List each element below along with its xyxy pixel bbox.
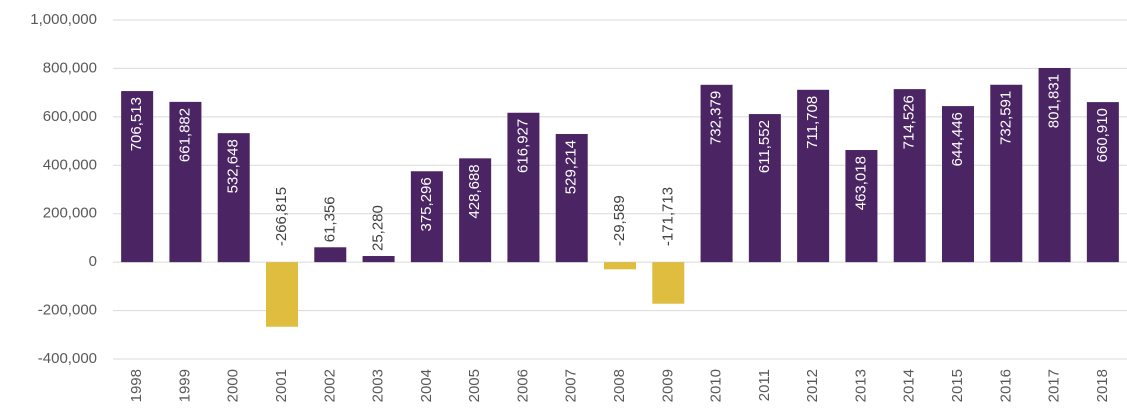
x-tick-label: 2001 [273,369,290,402]
data-label: 732,379 [708,91,725,145]
data-label: 375,296 [418,177,435,231]
y-tick-label: 400,000 [43,156,97,173]
bar [314,247,347,263]
bar [217,133,250,263]
data-label: 428,688 [466,164,483,218]
bar [700,84,733,263]
x-tick-label: 2008 [611,369,628,402]
x-tick-label: 2002 [321,369,338,402]
data-label: 25,280 [370,205,387,251]
bar [459,158,492,263]
bar [1038,67,1071,263]
x-tick-label: 2007 [563,369,580,402]
x-tick-label: 2005 [466,369,483,402]
bar [893,89,926,263]
x-tick-label: 1998 [128,369,145,402]
bar [266,262,298,327]
bar [942,106,974,263]
data-label: 532,648 [225,139,242,193]
y-tick-label: 1,000,000 [30,11,97,28]
y-tick-label: -400,000 [38,350,97,367]
x-tick-label: 2018 [1094,369,1111,402]
bar [555,133,588,263]
x-tick-label: 2017 [1046,369,1063,402]
data-label: -171,713 [659,187,676,246]
data-label: 732,591 [997,91,1014,145]
data-label: 801,831 [1046,74,1063,128]
bar [362,256,395,263]
bar [507,112,540,263]
x-tick-label: 2006 [514,369,531,402]
data-label: 463,018 [852,156,869,210]
x-tick-label: 2011 [756,369,773,401]
x-tick-label: 2010 [708,369,725,402]
x-tick-label: 2003 [370,369,387,402]
bar [410,171,443,263]
x-tick-label: 2014 [901,369,918,402]
data-label: -29,589 [611,195,628,246]
y-tick-label: 600,000 [43,108,97,125]
y-tick-label: 0 [89,253,97,270]
bar [169,101,202,263]
x-tick-label: 2016 [997,369,1014,402]
data-label: 529,214 [563,140,580,194]
x-tick-label: 2009 [659,369,676,402]
bar [1086,102,1119,263]
bar [121,91,154,263]
bar [604,262,636,270]
data-label: 61,356 [321,196,338,242]
data-label: 706,513 [128,97,145,151]
data-label: 644,446 [949,112,966,166]
y-tick-label: 800,000 [43,59,97,76]
x-tick-label: 2000 [225,369,242,402]
data-label: 714,526 [901,95,918,149]
bar [797,89,830,263]
data-label: -266,815 [273,187,290,246]
data-label: 711,708 [804,96,821,149]
y-tick-label: 200,000 [43,205,97,222]
x-tick-label: 2012 [804,369,821,402]
data-label: 616,927 [514,119,531,173]
bar [990,84,1023,263]
bar [748,114,781,263]
data-label: 661,882 [176,108,193,162]
data-label: 660,910 [1094,108,1111,162]
bar [652,262,685,304]
x-tick-label: 2015 [949,369,966,402]
bar [845,150,878,263]
x-tick-label: 2004 [418,369,435,402]
x-tick-label: 2013 [852,369,869,402]
x-tick-label: 1999 [176,369,193,402]
data-label: 611,552 [756,120,773,173]
y-tick-label: -200,000 [38,302,97,319]
